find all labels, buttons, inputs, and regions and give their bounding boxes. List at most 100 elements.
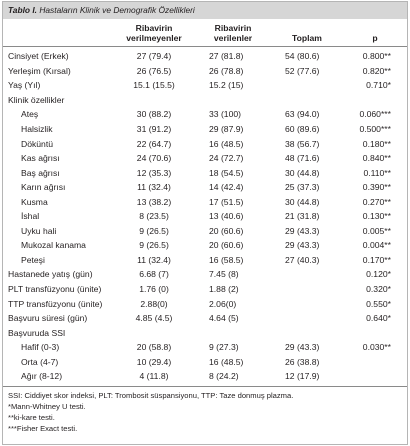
header-line: Ribavirin: [214, 23, 252, 33]
cell: 8 (23.5): [139, 211, 169, 222]
cell: 0.110**: [363, 167, 391, 178]
row-label: Hastanede yatış (gün): [8, 269, 93, 280]
cell: [271, 296, 343, 311]
data-row: Baş ağrısı 12 (35.3) 18 (54.5) 30 (44.8) 0.1…: [3, 165, 407, 180]
row-label: Yerleşim (Kırsal): [8, 65, 71, 76]
cell: 60 (89.6): [285, 124, 320, 134]
cell: [113, 325, 407, 340]
cell: 0.004**: [362, 240, 391, 251]
table-title: Tablo I. Hastaların Klinik ve Demografik…: [3, 2, 407, 19]
cell: 0.550*: [366, 298, 391, 309]
row-label: Ateş: [21, 109, 39, 120]
cell: [271, 267, 343, 282]
cell: 0.005**: [362, 225, 391, 236]
row-label: Kas ağrısı: [21, 153, 60, 164]
data-row: Başvuru süresi (gün) 4.85 (4.5) 4.64 (5) 0.…: [3, 311, 407, 326]
header-cell: Toplam: [271, 22, 343, 47]
row-label: Yaş (Yıl): [8, 80, 41, 91]
cell: 0.120*: [366, 269, 391, 280]
cell: 0.820**: [362, 65, 391, 76]
cell: 20 (60.6): [209, 240, 244, 251]
cell: 11 (32.4): [137, 182, 171, 193]
cell: 12 (17.9): [285, 371, 320, 382]
cell: 20 (60.6): [209, 225, 244, 236]
row-label: TTP transfüzyonu (ünite): [8, 298, 103, 309]
row-label: Karın ağrısı: [21, 182, 66, 193]
cell: 20 (58.8): [136, 342, 172, 353]
cell: 0.170**: [362, 254, 391, 265]
data-table: Ribavirin verilmeyenler Ribavirin verilenle…: [3, 22, 407, 384]
cell: 8 (24.2): [209, 371, 239, 382]
cell: 26 (38.8): [285, 356, 320, 367]
cell: 48 (71.6): [285, 153, 320, 164]
data-row: Yaş (Yıl) 15.1 (15.5) 15.2 (15) 0.710*: [3, 78, 407, 93]
cell: 17 (51.5): [209, 196, 244, 207]
cell: 16 (48.5): [209, 138, 244, 149]
cell: 15.2 (15): [209, 80, 244, 91]
header-cell: [3, 22, 113, 47]
row-label: Klinik özellikler: [8, 94, 65, 105]
footnote: SSI: Ciddiyet skor indeksi, PLT: Trombos…: [8, 390, 294, 400]
data-row: Orta (4-7) 10 (29.4) 16 (48.5) 26 (38.8): [3, 354, 407, 369]
cell: 0.390**: [362, 182, 391, 193]
cell: [271, 311, 343, 326]
cell: [343, 354, 407, 369]
cell: 6.68 (7): [139, 269, 169, 280]
cell: 4.64 (5): [209, 313, 239, 324]
cell: 27 (81.8): [209, 51, 244, 62]
table-body: Cinsiyet (Erkek) 27 (79.4) 27 (81.8) 54 (80…: [3, 47, 407, 384]
header-cell: Ribavirin verilmeyenler: [113, 22, 195, 47]
data-row: Mukozal kanama 9 (26.5) 20 (60.6) 29 (43.3)…: [3, 238, 407, 253]
cell: 0.130**: [362, 211, 391, 222]
cell: 0.640*: [366, 313, 391, 324]
cell: 11 (32.4): [137, 254, 171, 265]
cell: 9 (26.5): [139, 240, 169, 251]
cell: 4 (11.8): [139, 371, 169, 382]
data-row: Cinsiyet (Erkek) 27 (79.4) 27 (81.8) 54 (80…: [3, 47, 407, 64]
cell: 29 (43.3): [285, 225, 320, 236]
data-row: Hafif (0-3) 20 (58.8) 9 (27.3) 29 (43.3) 0.0…: [3, 340, 407, 355]
cell: 38 (56.7): [285, 138, 320, 149]
cell: 2.88(0): [140, 298, 168, 309]
row-label: Halsizlik: [21, 124, 53, 134]
data-row: Hastanede yatış (gün) 6.68 (7) 7.45 (8) 0.1…: [3, 267, 407, 282]
header-line: Toplam: [292, 33, 322, 43]
cell: 30 (44.8): [285, 196, 320, 207]
cell: 0.710*: [366, 80, 391, 91]
cell: [271, 78, 343, 93]
cell: [113, 93, 407, 108]
cell: 15.1 (15.5): [133, 80, 175, 91]
data-row: Kas ağrısı 24 (70.6) 24 (72.7) 48 (71.6) 0.8…: [3, 151, 407, 166]
cell: 29 (43.3): [285, 342, 320, 353]
row-label: Hafif (0-3): [21, 342, 60, 353]
header-cell: p: [343, 22, 407, 47]
cell: 1.88 (2): [209, 284, 239, 295]
cell: 10 (29.4): [136, 356, 172, 367]
header-line: verilmeyenler: [126, 33, 182, 43]
row-label: Başvuru süresi (gün): [8, 313, 88, 324]
row-label: PLT transfüzyonu (ünite): [8, 284, 102, 295]
footnote: *Mann-Whitney U testi.: [8, 401, 86, 411]
cell: 54 (80.6): [285, 51, 320, 62]
cell: 29 (43.3): [285, 240, 320, 251]
cell: 0.320*: [366, 284, 391, 295]
cell: 52 (77.6): [285, 65, 320, 76]
row-label: İshal: [21, 211, 40, 222]
title-text: Hastaların Klinik ve Demografik Özellikl…: [39, 5, 195, 15]
cell: 30 (44.8): [285, 167, 320, 178]
cell: 2.06(0): [209, 298, 237, 309]
footnote: **ki-kare testi.: [8, 412, 55, 422]
cell: 9 (27.3): [209, 342, 239, 353]
data-row: Kusma 13 (38.2) 17 (51.5) 30 (44.8) 0.270**: [3, 194, 407, 209]
cell: 22 (64.7): [136, 138, 172, 149]
data-row: Halsizlik 31 (91.2) 29 (87.9) 60 (89.6) 0.50…: [3, 122, 407, 137]
data-row: Yerleşim (Kırsal) 26 (76.5) 26 (78.8) 52 (7…: [3, 64, 407, 79]
data-row: Döküntü 22 (64.7) 16 (48.5) 38 (56.7) 0.180*…: [3, 136, 407, 151]
header-line: Ribavirin: [135, 23, 173, 33]
cell: 27 (40.3): [285, 254, 320, 265]
row-label: Peteşi: [21, 254, 45, 265]
cell: 25 (37.3): [285, 182, 320, 193]
header-line: verilenler: [213, 33, 253, 43]
cell: 14 (42.4): [209, 182, 244, 193]
